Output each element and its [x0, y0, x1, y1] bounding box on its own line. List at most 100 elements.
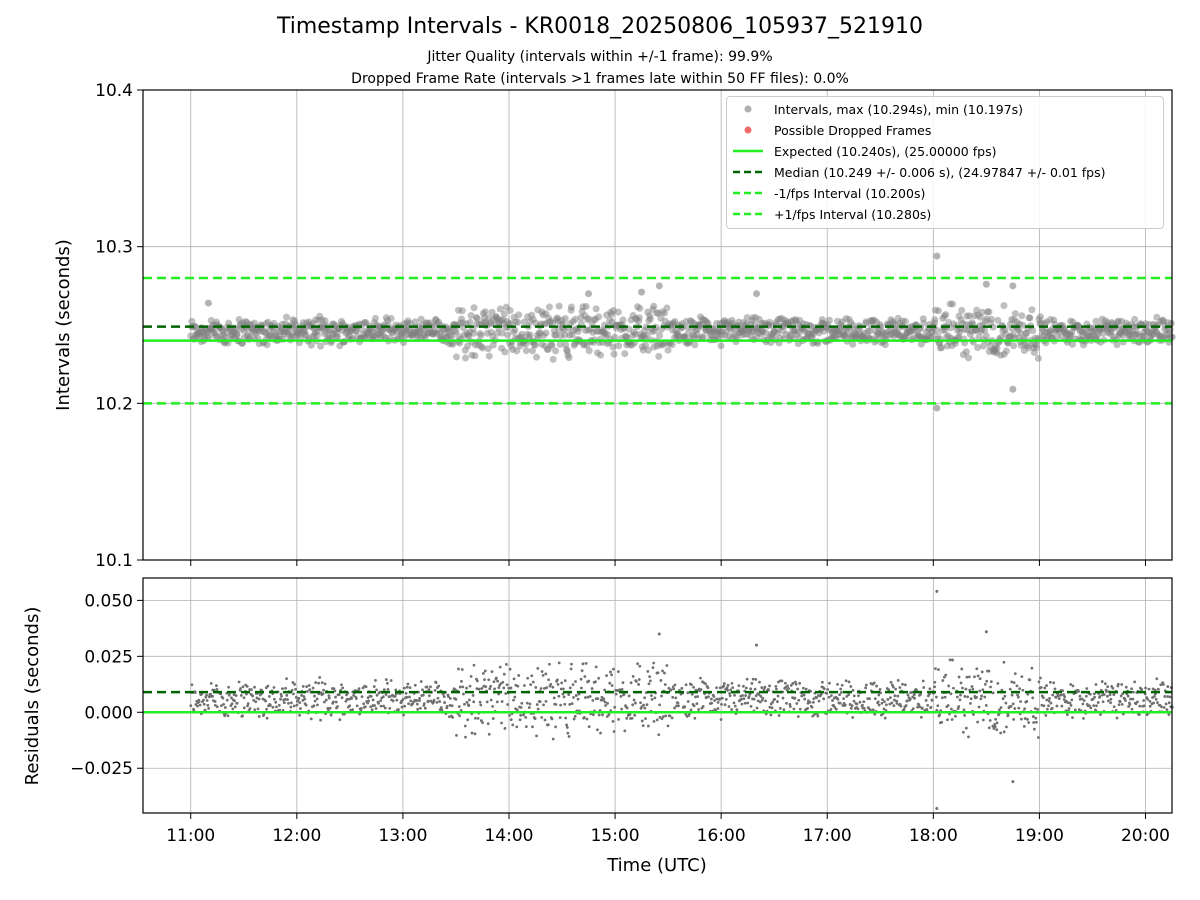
residual-point	[749, 705, 753, 708]
residual-point	[1137, 713, 1141, 716]
residual-point	[352, 693, 356, 697]
residual-point	[193, 691, 197, 694]
residual-point	[483, 678, 486, 682]
residual-point	[257, 697, 261, 701]
residual-point	[241, 685, 245, 689]
residual-point	[797, 698, 801, 702]
residual-point	[1050, 706, 1054, 710]
residual-point	[544, 672, 548, 676]
residual-point	[1096, 701, 1100, 704]
residual-point	[657, 733, 661, 737]
residual-point	[1142, 699, 1146, 702]
residual-point	[1127, 705, 1130, 708]
residual-point	[551, 737, 555, 741]
dashed-line-icon	[733, 170, 763, 174]
residual-point	[917, 703, 921, 707]
x-tick-label: 11:00	[166, 826, 215, 846]
residual-point	[586, 695, 590, 699]
residual-point	[272, 686, 276, 689]
residual-point	[930, 698, 934, 702]
residual-point	[798, 707, 802, 711]
residual-point	[202, 702, 206, 706]
residual-point	[583, 675, 587, 678]
residual-point	[572, 695, 575, 699]
residual-point	[1012, 718, 1016, 721]
residual-point	[313, 694, 316, 698]
residual-point	[265, 716, 269, 720]
interval-point	[932, 326, 940, 334]
residual-point	[402, 713, 405, 717]
residual-point	[605, 715, 609, 718]
residual-point	[215, 705, 219, 709]
residual-point	[281, 687, 284, 691]
residual-point	[543, 718, 547, 722]
residual-point	[204, 695, 208, 699]
residual-point	[475, 679, 479, 683]
residual-point	[509, 718, 513, 722]
residual-point	[788, 703, 792, 706]
interval-point	[825, 316, 833, 324]
residual-point	[293, 682, 296, 686]
residual-point	[305, 685, 309, 689]
residual-point	[888, 702, 892, 706]
interval-point	[528, 347, 536, 355]
residual-point	[311, 686, 315, 690]
residual-point	[473, 732, 477, 736]
residual-point	[230, 702, 234, 706]
residual-point	[475, 687, 479, 691]
residual-point	[1148, 699, 1152, 703]
residual-point	[1109, 701, 1112, 705]
residual-point	[1067, 707, 1071, 710]
residual-point	[457, 705, 461, 709]
interval-point	[511, 326, 519, 334]
residual-point	[1059, 693, 1063, 697]
residual-point	[1156, 687, 1160, 691]
residual-point	[1016, 693, 1019, 697]
interval-point	[643, 331, 651, 339]
residual-point	[1138, 704, 1142, 708]
interval-point	[526, 331, 534, 339]
residual-point	[1119, 694, 1123, 698]
residual-point	[504, 692, 508, 695]
residual-point	[839, 691, 843, 694]
residual-point	[1069, 682, 1073, 686]
residual-point	[404, 691, 408, 695]
residual-point	[1104, 690, 1108, 693]
residual-point	[961, 686, 964, 690]
residual-point	[1124, 685, 1128, 689]
residual-point	[573, 714, 577, 718]
residual-point	[225, 698, 229, 702]
residual-point	[1130, 687, 1133, 691]
residual-point	[1003, 694, 1007, 698]
residual-point	[701, 705, 705, 708]
residual-point	[552, 696, 556, 700]
residual-point	[1147, 687, 1151, 691]
residual-point	[855, 702, 859, 706]
residual-point	[1112, 693, 1116, 696]
residual-point	[492, 680, 496, 684]
interval-point	[572, 315, 580, 323]
residual-point	[747, 695, 751, 699]
interval-point	[631, 330, 639, 338]
residual-point	[386, 688, 390, 691]
residual-point	[355, 704, 359, 708]
residual-point	[851, 716, 855, 719]
residual-point	[789, 684, 793, 687]
interval-point	[663, 304, 671, 312]
residual-point	[916, 705, 920, 709]
residual-point	[889, 696, 892, 700]
residual-point	[328, 706, 332, 710]
residual-point	[221, 696, 225, 700]
residual-point	[774, 684, 778, 688]
residual-point	[419, 680, 423, 683]
residual-point	[440, 708, 444, 712]
residual-point	[760, 686, 764, 689]
residual-point	[1148, 704, 1152, 708]
residual-point	[500, 700, 504, 703]
residual-point	[1153, 688, 1157, 692]
residual-point	[727, 705, 731, 708]
interval-point	[717, 342, 725, 350]
x-tick-label: 13:00	[378, 826, 427, 846]
residual-point	[497, 686, 501, 690]
residual-point	[364, 685, 368, 689]
